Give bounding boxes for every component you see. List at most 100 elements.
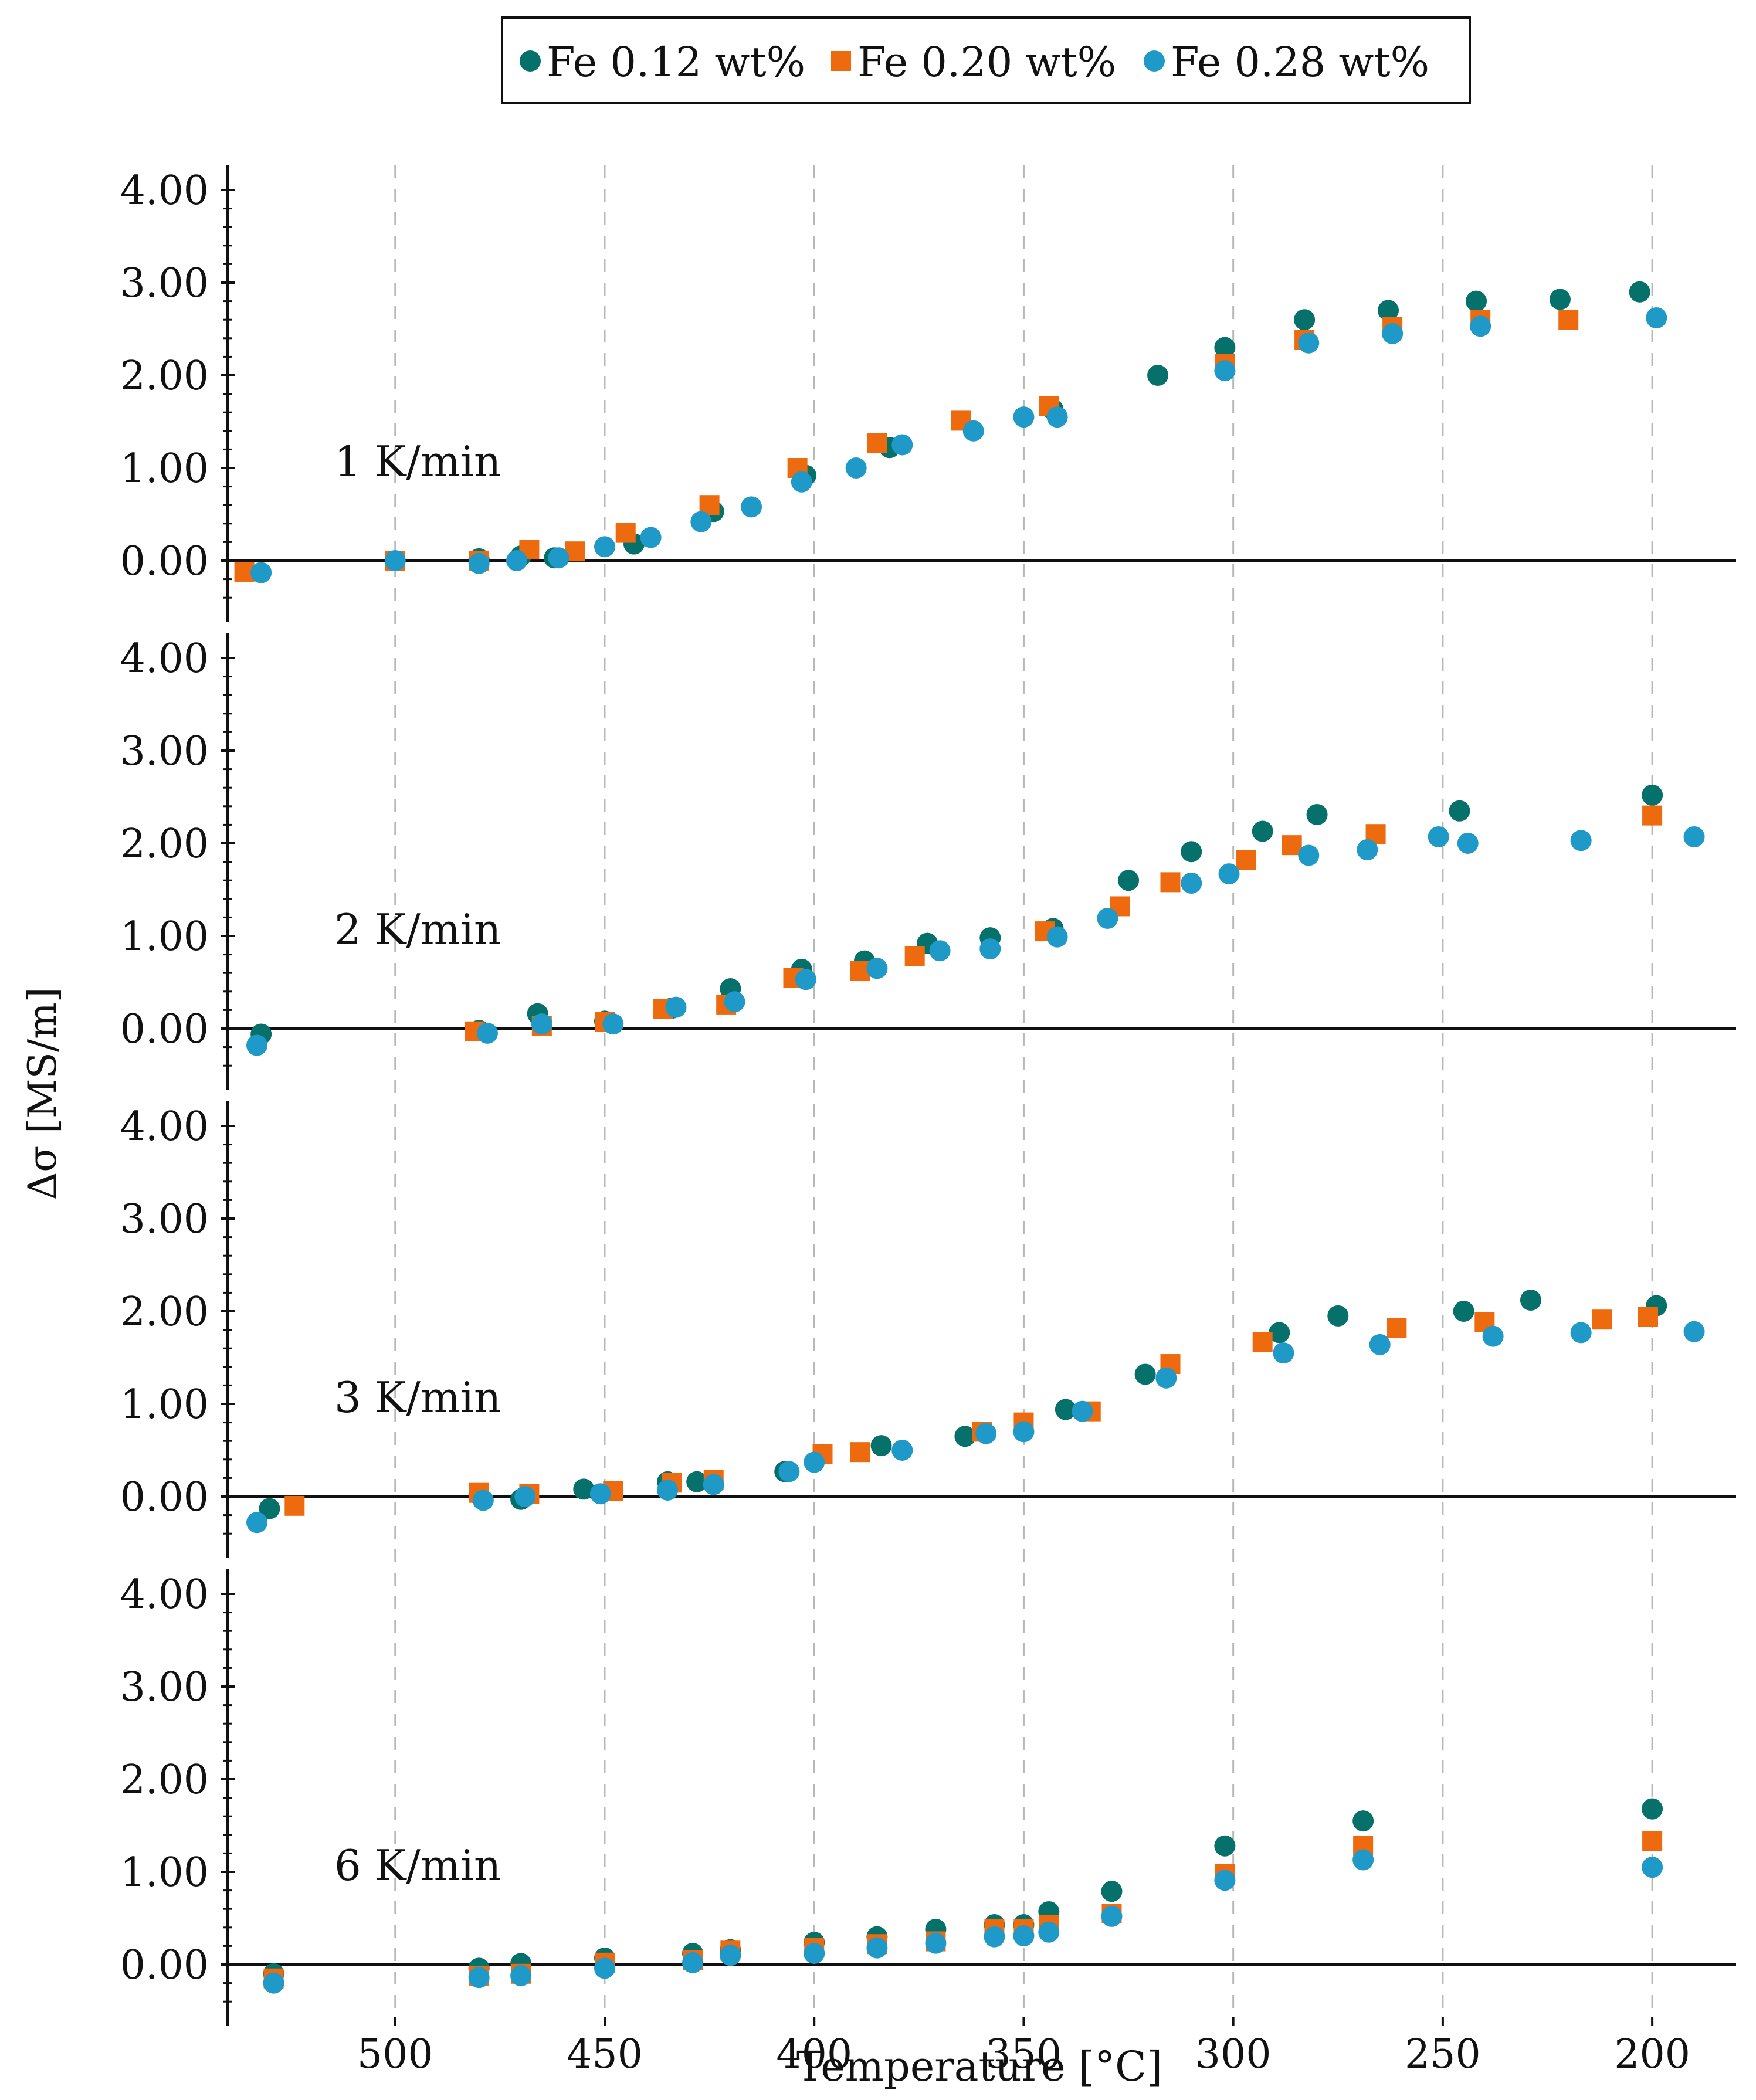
data-point bbox=[1181, 841, 1202, 863]
data-point bbox=[1352, 1849, 1374, 1871]
data-point bbox=[1160, 872, 1181, 893]
y-tick-label: 0.00 bbox=[120, 1006, 209, 1053]
data-point bbox=[665, 996, 687, 1018]
data-point bbox=[1327, 1305, 1349, 1327]
data-point bbox=[1273, 1342, 1294, 1364]
data-point bbox=[1055, 1399, 1076, 1420]
y-axis-label: Δσ [MS/m] bbox=[20, 988, 65, 1200]
panels: 0.00 1.00 2.00 3.00 4.00 1 K/min 0.00 1.00 2.00 3… bbox=[120, 165, 1736, 2026]
data-point bbox=[615, 523, 636, 543]
data-point bbox=[1642, 1831, 1663, 1851]
data-point bbox=[548, 547, 569, 569]
data-point bbox=[1570, 830, 1592, 851]
y-tick-label: 2.00 bbox=[120, 1289, 209, 1335]
data-point bbox=[284, 1495, 305, 1516]
x-tick-label: 450 bbox=[567, 2031, 643, 2078]
data-point bbox=[1101, 1881, 1123, 1902]
data-point bbox=[979, 938, 1001, 960]
data-point bbox=[1638, 1307, 1658, 1327]
data-point bbox=[1218, 863, 1240, 885]
grid bbox=[394, 165, 1653, 2026]
data-point bbox=[263, 1972, 284, 1994]
data-point bbox=[1428, 826, 1449, 847]
data-point bbox=[510, 1965, 532, 1986]
data-point bbox=[1306, 804, 1328, 826]
y-tick-label: 4.00 bbox=[120, 168, 209, 214]
data-point bbox=[1457, 833, 1479, 854]
data-point bbox=[1378, 300, 1399, 321]
data-point bbox=[1155, 1367, 1177, 1389]
data-point bbox=[1072, 1400, 1093, 1422]
data-point bbox=[804, 1451, 825, 1473]
data-point bbox=[259, 1498, 280, 1519]
legend-label: Fe 0.12 wt% bbox=[547, 38, 805, 86]
data-point bbox=[1449, 800, 1470, 822]
data-point bbox=[791, 471, 812, 493]
y-tick-label: 2.00 bbox=[120, 821, 209, 867]
data-point bbox=[1642, 784, 1663, 806]
data-point bbox=[1046, 406, 1068, 428]
data-point bbox=[975, 1423, 997, 1444]
x-tick-label: 250 bbox=[1405, 2031, 1481, 2078]
legend-label: Fe 0.20 wt% bbox=[857, 38, 1116, 86]
data-point bbox=[594, 1957, 615, 1979]
data-point bbox=[1482, 1325, 1504, 1347]
data-point bbox=[850, 1442, 870, 1463]
data-point bbox=[867, 433, 887, 453]
data-point bbox=[531, 1013, 552, 1035]
data-point bbox=[804, 1943, 825, 1965]
data-point bbox=[1387, 1318, 1407, 1338]
legend-marker bbox=[1144, 50, 1165, 72]
y-tick-label: 3.00 bbox=[120, 728, 209, 775]
data-point bbox=[1214, 360, 1236, 382]
data-point bbox=[724, 991, 745, 1013]
data-points bbox=[234, 281, 1705, 1994]
legend-marker bbox=[831, 51, 851, 71]
data-point bbox=[1549, 289, 1571, 310]
data-point bbox=[246, 1034, 268, 1056]
data-point bbox=[657, 1479, 679, 1501]
data-point bbox=[640, 527, 662, 548]
data-point bbox=[741, 496, 762, 518]
panel-label: 1 K/min bbox=[334, 437, 501, 486]
data-point bbox=[246, 1512, 268, 1534]
data-point bbox=[1038, 1921, 1060, 1943]
data-point bbox=[1294, 309, 1316, 331]
data-point bbox=[1214, 1870, 1236, 1891]
data-point bbox=[1252, 820, 1273, 842]
legend-marker bbox=[520, 50, 541, 72]
data-point bbox=[1357, 839, 1378, 861]
data-point bbox=[506, 550, 527, 571]
panel-4: 0.00 1.00 2.00 3.00 4.00 6 K/min bbox=[120, 1569, 1736, 2026]
data-point bbox=[925, 1932, 947, 1954]
y-tick-label: 3.00 bbox=[120, 260, 209, 307]
data-point bbox=[384, 550, 406, 571]
data-point bbox=[1646, 307, 1667, 329]
data-point bbox=[1629, 281, 1650, 303]
panel-label: 2 K/min bbox=[334, 905, 501, 954]
data-point bbox=[682, 1952, 704, 1973]
data-point bbox=[1013, 406, 1035, 428]
data-point bbox=[468, 552, 490, 574]
data-point bbox=[795, 969, 816, 990]
data-point bbox=[891, 1440, 913, 1461]
data-point bbox=[1352, 1810, 1374, 1832]
data-point bbox=[573, 1478, 595, 1500]
legend: Fe 0.12 wt% Fe 0.20 wt% Fe 0.28 wt% bbox=[501, 16, 1471, 104]
data-point bbox=[845, 457, 867, 479]
data-point bbox=[1147, 365, 1169, 386]
y-tick-label: 4.00 bbox=[120, 1572, 209, 1618]
data-point bbox=[1101, 1905, 1123, 1927]
data-point bbox=[1134, 1363, 1156, 1385]
data-point bbox=[1013, 1925, 1035, 1947]
data-point bbox=[1466, 290, 1487, 312]
x-tick-label: 300 bbox=[1195, 2031, 1272, 2078]
legend-box bbox=[501, 16, 1471, 104]
data-point bbox=[720, 1945, 741, 1966]
y-tick-label: 3.00 bbox=[120, 1196, 209, 1243]
data-point bbox=[1642, 1798, 1663, 1820]
data-point bbox=[1118, 870, 1140, 891]
x-axis-ticks: 500 450 400 350 300 250 200 bbox=[357, 2017, 1690, 2078]
data-point bbox=[1282, 835, 1302, 856]
